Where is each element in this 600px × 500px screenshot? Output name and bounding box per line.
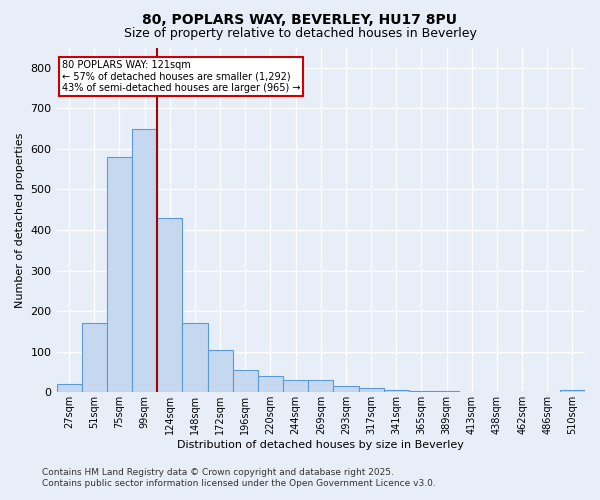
Bar [157, 218, 182, 392]
Bar [359, 388, 383, 392]
Bar [334, 386, 359, 392]
Text: Size of property relative to detached houses in Beverley: Size of property relative to detached ho… [124, 28, 476, 40]
Bar [383, 390, 409, 392]
Bar [258, 376, 283, 392]
Bar [308, 380, 334, 392]
Bar [233, 370, 258, 392]
X-axis label: Distribution of detached houses by size in Beverley: Distribution of detached houses by size … [178, 440, 464, 450]
Bar [182, 324, 208, 392]
Bar [283, 380, 308, 392]
Bar [560, 390, 585, 392]
Bar [56, 384, 82, 392]
Text: 80, POPLARS WAY, BEVERLEY, HU17 8PU: 80, POPLARS WAY, BEVERLEY, HU17 8PU [143, 12, 458, 26]
Bar [82, 324, 107, 392]
Text: 80 POPLARS WAY: 121sqm
← 57% of detached houses are smaller (1,292)
43% of semi-: 80 POPLARS WAY: 121sqm ← 57% of detached… [62, 60, 301, 93]
Bar [132, 128, 157, 392]
Text: Contains HM Land Registry data © Crown copyright and database right 2025.
Contai: Contains HM Land Registry data © Crown c… [42, 468, 436, 487]
Y-axis label: Number of detached properties: Number of detached properties [15, 132, 25, 308]
Bar [208, 350, 233, 393]
Bar [107, 157, 132, 392]
Bar [409, 391, 434, 392]
